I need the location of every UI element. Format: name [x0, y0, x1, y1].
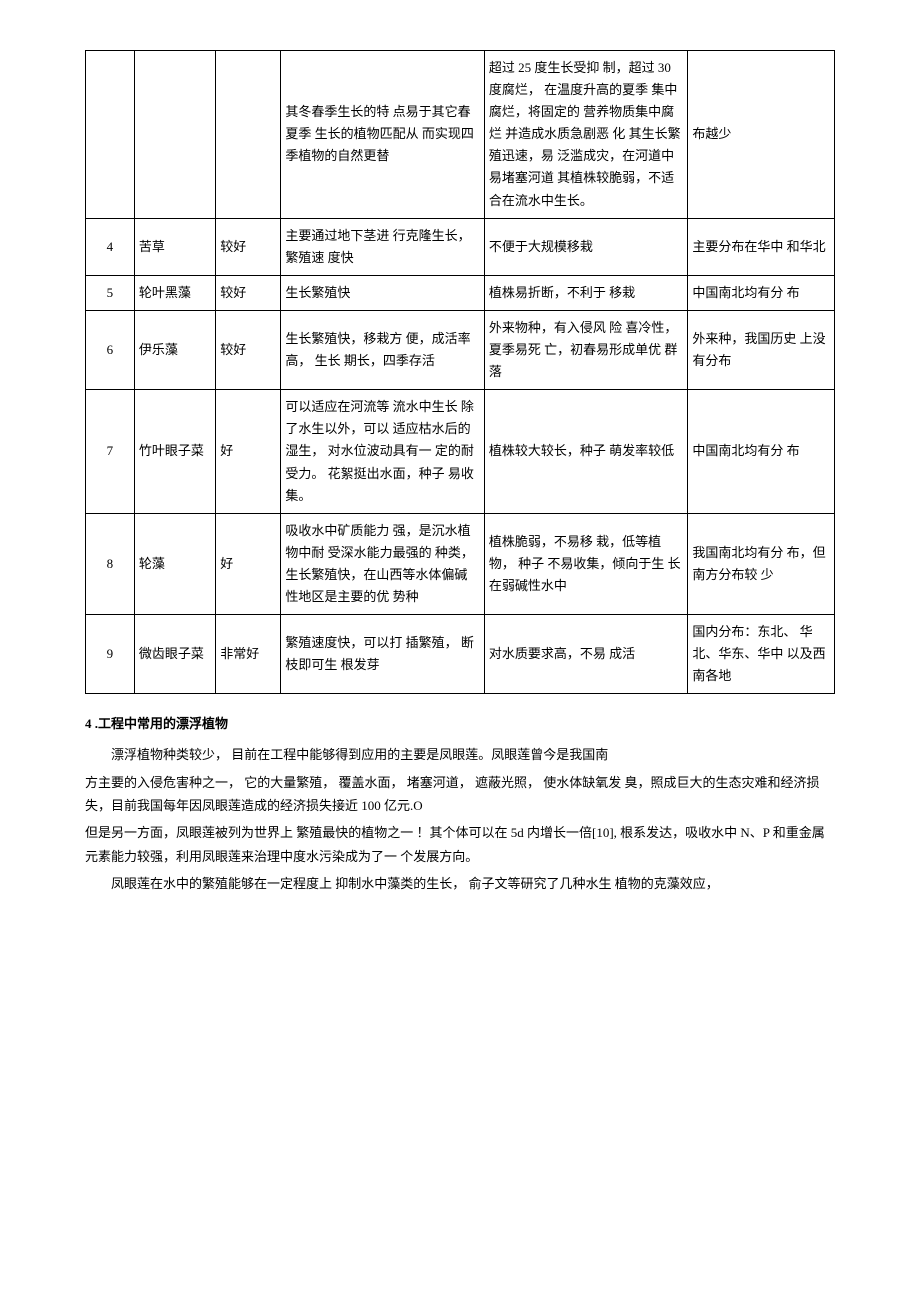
cell-quality: 较好 [216, 310, 281, 389]
table-row: 其冬春季生长的特 点易于其它春夏季 生长的植物匹配从 而实现四季植物的自然更替 … [86, 51, 835, 219]
paragraph: 凤眼莲在水中的繁殖能够在一定程度上 抑制水中藻类的生长， 俞子文等研究了几种水生… [85, 872, 835, 895]
cell-quality: 好 [216, 513, 281, 614]
paragraph: 漂浮植物种类较少， 目前在工程中能够得到应用的主要是凤眼莲。凤眼莲曾今是我国南 [85, 743, 835, 766]
cell-advantage: 主要通过地下茎进 行克隆生长， 繁殖速 度快 [281, 218, 485, 275]
cell-num: 5 [86, 275, 135, 310]
cell-disadvantage: 外来物种，有入侵风 险 喜冷性，夏季易死 亡，初春易形成单优 群落 [484, 310, 688, 389]
cell-num: 4 [86, 218, 135, 275]
cell-name: 轮藻 [134, 513, 215, 614]
cell-name: 伊乐藻 [134, 310, 215, 389]
section-heading: 4 .工程中常用的漂浮植物 [85, 714, 835, 735]
table-row: 6 伊乐藻 较好 生长繁殖快，移栽方 便，成活率高， 生长 期长，四季存活 外来… [86, 310, 835, 389]
cell-distribution: 国内分布：东北、 华北、华东、华中 以及西南各地 [688, 615, 835, 694]
cell-distribution: 中国南北均有分 布 [688, 275, 835, 310]
cell-advantage: 生长繁殖快 [281, 275, 485, 310]
cell-name: 轮叶黑藻 [134, 275, 215, 310]
cell-disadvantage: 植株脆弱，不易移 栽，低等植物， 种子 不易收集，倾向于生 长在弱碱性水中 [484, 513, 688, 614]
cell-name: 微齿眼子菜 [134, 615, 215, 694]
cell-quality: 较好 [216, 275, 281, 310]
cell-quality [216, 51, 281, 219]
cell-name: 苦草 [134, 218, 215, 275]
cell-quality: 非常好 [216, 615, 281, 694]
paragraph: 方主要的入侵危害种之一， 它的大量繁殖， 覆盖水面， 堵塞河道， 遮蔽光照， 使… [85, 771, 835, 818]
table-row: 4 苦草 较好 主要通过地下茎进 行克隆生长， 繁殖速 度快 不便于大规模移栽 … [86, 218, 835, 275]
cell-advantage: 其冬春季生长的特 点易于其它春夏季 生长的植物匹配从 而实现四季植物的自然更替 [281, 51, 485, 219]
cell-distribution: 主要分布在华中 和华北 [688, 218, 835, 275]
cell-quality: 好 [216, 390, 281, 513]
cell-distribution: 我国南北均有分 布，但南方分布较 少 [688, 513, 835, 614]
cell-distribution: 外来种，我国历史 上没有分布 [688, 310, 835, 389]
table-row: 8 轮藻 好 吸收水中矿质能力 强，是沉水植物中耐 受深水能力最强的 种类，生长… [86, 513, 835, 614]
table-row: 7 竹叶眼子菜 好 可以适应在河流等 流水中生长 除了水生以外，可以 适应枯水后… [86, 390, 835, 513]
cell-num: 8 [86, 513, 135, 614]
cell-disadvantage: 超过 25 度生长受抑 制，超过 30 度腐烂， 在温度升高的夏季 集中腐烂，将… [484, 51, 688, 219]
cell-disadvantage: 植株易折断，不利于 移栽 [484, 275, 688, 310]
cell-disadvantage: 不便于大规模移栽 [484, 218, 688, 275]
table-row: 5 轮叶黑藻 较好 生长繁殖快 植株易折断，不利于 移栽 中国南北均有分 布 [86, 275, 835, 310]
cell-num: 6 [86, 310, 135, 389]
cell-num [86, 51, 135, 219]
cell-advantage: 可以适应在河流等 流水中生长 除了水生以外，可以 适应枯水后的湿生， 对水位波动… [281, 390, 485, 513]
cell-name [134, 51, 215, 219]
cell-quality: 较好 [216, 218, 281, 275]
paragraph: 但是另一方面，凤眼莲被列为世界上 繁殖最快的植物之一 ！其个体可以在 5d 内增… [85, 821, 835, 868]
cell-num: 7 [86, 390, 135, 513]
cell-num: 9 [86, 615, 135, 694]
plant-table: 其冬春季生长的特 点易于其它春夏季 生长的植物匹配从 而实现四季植物的自然更替 … [85, 50, 835, 694]
cell-disadvantage: 植株较大较长，种子 萌发率较低 [484, 390, 688, 513]
table-row: 9 微齿眼子菜 非常好 繁殖速度快，可以打 插繁殖， 断枝即可生 根发芽 对水质… [86, 615, 835, 694]
cell-advantage: 生长繁殖快，移栽方 便，成活率高， 生长 期长，四季存活 [281, 310, 485, 389]
cell-advantage: 吸收水中矿质能力 强，是沉水植物中耐 受深水能力最强的 种类，生长繁殖快，在山西… [281, 513, 485, 614]
cell-disadvantage: 对水质要求高，不易 成活 [484, 615, 688, 694]
cell-distribution: 中国南北均有分 布 [688, 390, 835, 513]
cell-name: 竹叶眼子菜 [134, 390, 215, 513]
cell-advantage: 繁殖速度快，可以打 插繁殖， 断枝即可生 根发芽 [281, 615, 485, 694]
cell-distribution: 布越少 [688, 51, 835, 219]
